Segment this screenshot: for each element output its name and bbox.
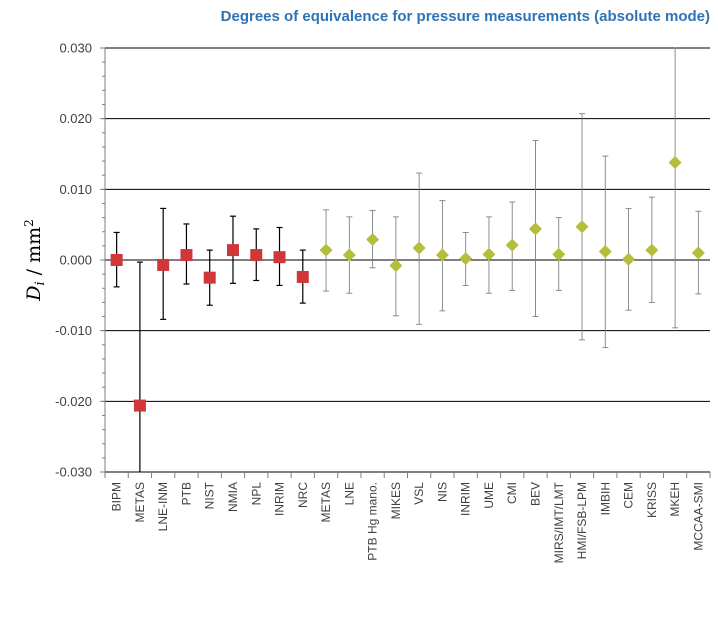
marker-diamond — [366, 233, 380, 247]
x-tick-label: MIKES — [389, 482, 403, 519]
marker-square — [296, 270, 309, 283]
marker-diamond — [412, 241, 426, 255]
data-point — [133, 261, 146, 473]
x-tick-label: METAS — [133, 482, 147, 522]
data-point — [622, 207, 636, 311]
marker-diamond — [645, 243, 659, 257]
x-tick-label: NPL — [249, 482, 263, 506]
y-tick-label: 0.020 — [59, 111, 92, 126]
x-tick-label: INRIM — [273, 482, 287, 516]
y-tick-label: -0.030 — [55, 465, 92, 480]
data-point — [180, 223, 193, 285]
data-point — [366, 210, 380, 269]
data-point — [342, 216, 356, 294]
y-tick-label: -0.020 — [55, 394, 92, 409]
data-point — [412, 172, 426, 325]
data-point — [645, 196, 659, 303]
marker-diamond — [552, 247, 566, 261]
x-tick-label: MCCAA-SMI — [691, 482, 705, 551]
marker-diamond — [575, 220, 589, 234]
x-tick-label: PTB Hg mano. — [366, 482, 380, 561]
data-point — [435, 200, 449, 312]
data-point — [110, 231, 123, 288]
marker-square — [226, 244, 239, 257]
y-axis-title: Di / mm2 — [22, 219, 48, 302]
marker-square — [180, 249, 193, 262]
data-point — [552, 217, 566, 291]
data-point — [157, 207, 170, 320]
marker-diamond — [435, 248, 449, 262]
data-point — [296, 249, 309, 304]
marker-diamond — [482, 247, 496, 261]
y-tick-label: 0.030 — [59, 41, 92, 56]
y-axis-title-exponent: 2 — [22, 219, 36, 227]
data-point — [575, 113, 589, 341]
data-point — [250, 228, 263, 282]
data-point — [598, 155, 612, 349]
x-tick-label: NIST — [203, 481, 217, 509]
data-point — [459, 231, 473, 286]
x-tick-label: LNE-INM — [156, 482, 170, 531]
x-tick-label: HMI/FSB-LPM — [575, 482, 589, 559]
marker-square — [133, 399, 146, 412]
marker-diamond — [691, 246, 705, 260]
marker-diamond — [668, 155, 682, 169]
marker-square — [250, 249, 263, 262]
error-bar — [136, 261, 143, 473]
data-point — [691, 210, 705, 295]
x-tick-label: LNE — [342, 482, 356, 505]
marker-diamond — [459, 252, 473, 266]
x-tick-label: IMBIH — [598, 482, 612, 515]
x-tick-label: UME — [482, 482, 496, 509]
chart-title: Degrees of equivalence for pressure meas… — [220, 8, 710, 25]
marker-diamond — [389, 259, 403, 273]
marker-square — [110, 254, 123, 266]
marker-diamond — [319, 243, 333, 257]
marker-diamond — [505, 238, 519, 252]
marker-diamond — [598, 245, 612, 259]
y-tick-label: 0.010 — [59, 182, 92, 197]
y-axis-title-unit: / mm — [23, 227, 45, 282]
x-tick-label: BEV — [528, 482, 542, 506]
data-point — [389, 216, 403, 317]
marker-square — [203, 271, 216, 284]
marker-square — [157, 258, 170, 271]
x-tick-label: CEM — [622, 482, 636, 509]
marker-square — [273, 251, 286, 264]
y-tick-label: 0.000 — [59, 253, 92, 268]
y-axis-title-main: D — [23, 286, 45, 302]
x-tick-label: NIS — [435, 482, 449, 502]
data-point — [505, 201, 519, 291]
x-tick-label: PTB — [179, 482, 193, 505]
x-tick-label: MIRS/IMT/LMT — [552, 481, 566, 563]
x-tick-label: CMI — [505, 482, 519, 504]
x-tick-label: METAS — [319, 482, 333, 522]
data-point — [226, 215, 239, 284]
data-point — [668, 47, 682, 329]
x-tick-label: NMIA — [226, 482, 240, 512]
y-tick-label: -0.010 — [55, 323, 92, 338]
marker-diamond — [528, 222, 542, 236]
x-tick-label: KRISS — [645, 482, 659, 518]
data-point — [273, 226, 286, 287]
marker-diamond — [342, 248, 356, 262]
x-tick-label: BIPM — [110, 482, 124, 511]
marker-diamond — [622, 252, 636, 266]
x-tick-label: MKEH — [668, 482, 682, 517]
x-tick-label: INRIM — [459, 482, 473, 516]
data-point — [482, 216, 496, 294]
y-axis-title-subscript: i — [33, 281, 48, 285]
x-tick-label: NRC — [296, 482, 310, 508]
data-point — [319, 209, 333, 292]
data-point — [528, 140, 542, 317]
x-tick-label: VSL — [412, 482, 426, 505]
data-point — [203, 249, 216, 306]
